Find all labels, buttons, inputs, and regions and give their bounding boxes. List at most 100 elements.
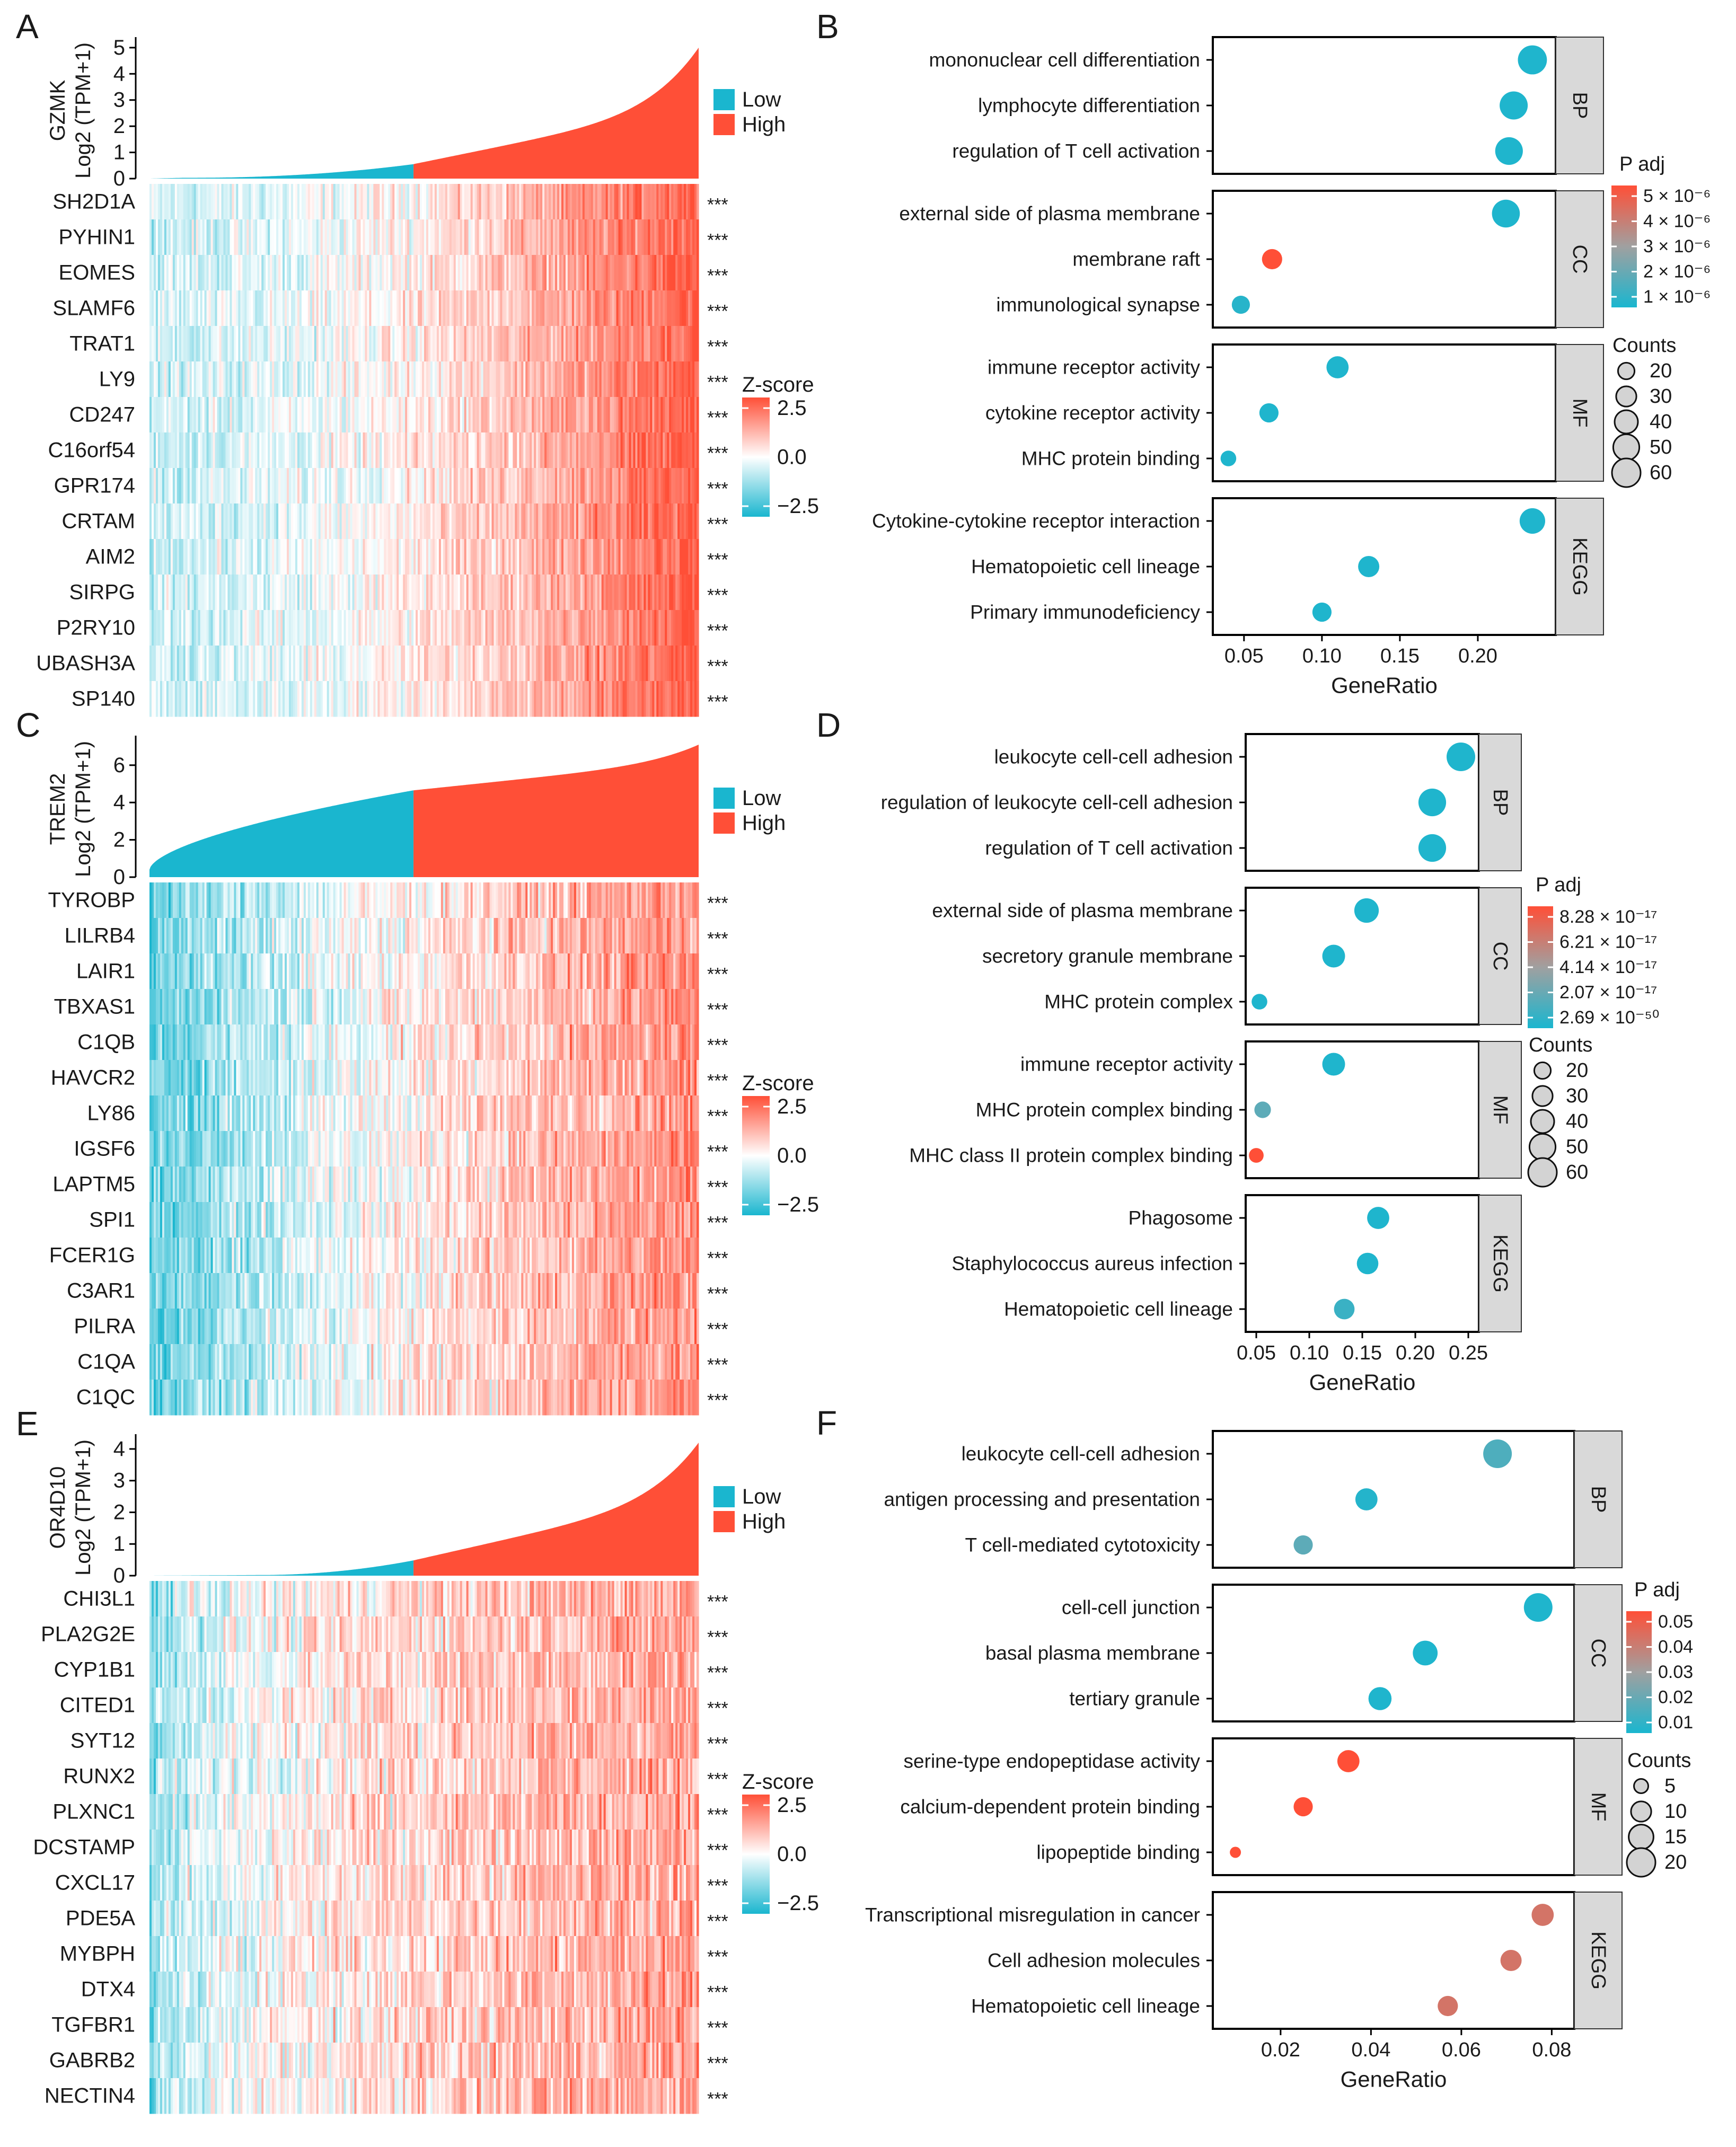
heatmap-cell — [162, 539, 165, 575]
heatmap-cell — [375, 610, 378, 646]
heatmap-cell — [192, 575, 195, 611]
heatmap-cell — [460, 610, 463, 646]
heatmap-cell — [621, 432, 623, 469]
heatmap-cell — [405, 184, 408, 220]
heatmap-cell — [654, 503, 657, 540]
heatmap-cell — [266, 503, 268, 540]
heatmap-cell — [604, 503, 606, 540]
heatmap-cell — [289, 882, 292, 918]
heatmap-cell — [508, 255, 511, 291]
heatmap-cell — [179, 432, 182, 469]
heatmap-cell — [355, 918, 357, 954]
heatmap-cell — [211, 219, 214, 255]
heatmap-cell — [227, 646, 230, 682]
heatmap-cell — [240, 953, 243, 989]
heatmap-cell — [671, 326, 674, 362]
heatmap-cell — [663, 361, 665, 397]
heatmap-cell — [555, 290, 558, 326]
heatmap-cell — [559, 255, 562, 291]
heatmap-cell — [166, 503, 169, 540]
heatmap-cell — [384, 361, 386, 397]
heatmap-cell — [166, 882, 169, 918]
heatmap-cell — [358, 326, 361, 362]
heatmap-cell — [238, 184, 241, 220]
heatmap-cell — [697, 184, 699, 220]
heatmap-cell — [420, 290, 422, 326]
heatmap-cell — [510, 432, 513, 469]
heatmap-cell — [162, 290, 165, 326]
heatmap-cell — [637, 255, 640, 291]
heatmap-cell — [555, 397, 558, 433]
heatmap-cell — [504, 361, 507, 397]
heatmap-cell — [544, 882, 547, 918]
heatmap-cell — [660, 255, 663, 291]
heatmap-cell — [380, 882, 382, 918]
heatmap-cell — [445, 681, 448, 717]
heatmap-cell — [488, 432, 490, 469]
heatmap-cell — [591, 681, 594, 717]
heatmap-cell — [443, 646, 446, 682]
heatmap-cell — [382, 219, 384, 255]
heatmap-cell — [255, 953, 258, 989]
heatmap-cell — [433, 432, 435, 469]
heatmap-cell — [223, 184, 226, 220]
heatmap-cell — [621, 575, 623, 611]
heatmap-cell — [555, 255, 558, 291]
heatmap-cell — [456, 646, 459, 682]
heatmap-cell — [658, 361, 661, 397]
heatmap-cell — [496, 397, 498, 433]
heatmap-cell — [331, 575, 334, 611]
heatmap-cell — [517, 918, 519, 954]
heatmap-cell — [578, 219, 581, 255]
heatmap-cell — [680, 610, 682, 646]
heatmap-cell — [597, 397, 600, 433]
heatmap-cell — [202, 468, 205, 504]
legend-low-swatch — [713, 788, 735, 809]
heatmap-cell — [654, 681, 657, 717]
heatmap-cell — [644, 184, 646, 220]
heatmap-cell — [232, 681, 234, 717]
heatmap-cell — [462, 882, 465, 918]
heatmap-cell — [169, 681, 171, 717]
heatmap-cell — [342, 882, 345, 918]
heatmap-cell — [411, 953, 414, 989]
heatmap-cell — [259, 503, 262, 540]
heatmap-cell — [194, 882, 197, 918]
heatmap-cell — [422, 326, 425, 362]
heatmap-cell — [547, 918, 549, 954]
heatmap-cell — [418, 184, 420, 220]
heatmap-cell — [452, 610, 454, 646]
y-tick-label: 3 — [113, 89, 125, 112]
heatmap-cell — [433, 646, 435, 682]
heatmap-cell — [694, 468, 697, 504]
heatmap-cell — [426, 219, 429, 255]
heatmap-cell — [230, 918, 232, 954]
heatmap-cell — [384, 539, 386, 575]
heatmap-cell — [316, 882, 319, 918]
heatmap-cell — [306, 432, 309, 469]
heatmap-cell — [327, 397, 330, 433]
heatmap-cell — [399, 184, 401, 220]
heatmap-cell — [595, 610, 598, 646]
heatmap-cell — [386, 610, 389, 646]
heatmap-cell — [610, 503, 613, 540]
heatmap-cell — [283, 432, 285, 469]
heatmap-cell — [215, 326, 218, 362]
heatmap-cell — [527, 219, 530, 255]
heatmap-cell — [633, 882, 636, 918]
heatmap-cell — [572, 575, 575, 611]
heatmap-cell — [348, 918, 351, 954]
heatmap-cell — [215, 468, 218, 504]
heatmap-cell — [409, 646, 412, 682]
heatmap-cell — [325, 361, 328, 397]
heatmap-cell — [160, 539, 163, 575]
heatmap-cell — [515, 432, 517, 469]
heatmap-cell — [227, 953, 230, 989]
heatmap-cell — [570, 882, 572, 918]
heatmap-cell — [316, 646, 319, 682]
heatmap-cell — [219, 918, 222, 954]
heatmap-cell — [534, 361, 536, 397]
heatmap-cell — [289, 918, 292, 954]
heatmap-cell — [488, 326, 490, 362]
heatmap-cell — [621, 468, 623, 504]
